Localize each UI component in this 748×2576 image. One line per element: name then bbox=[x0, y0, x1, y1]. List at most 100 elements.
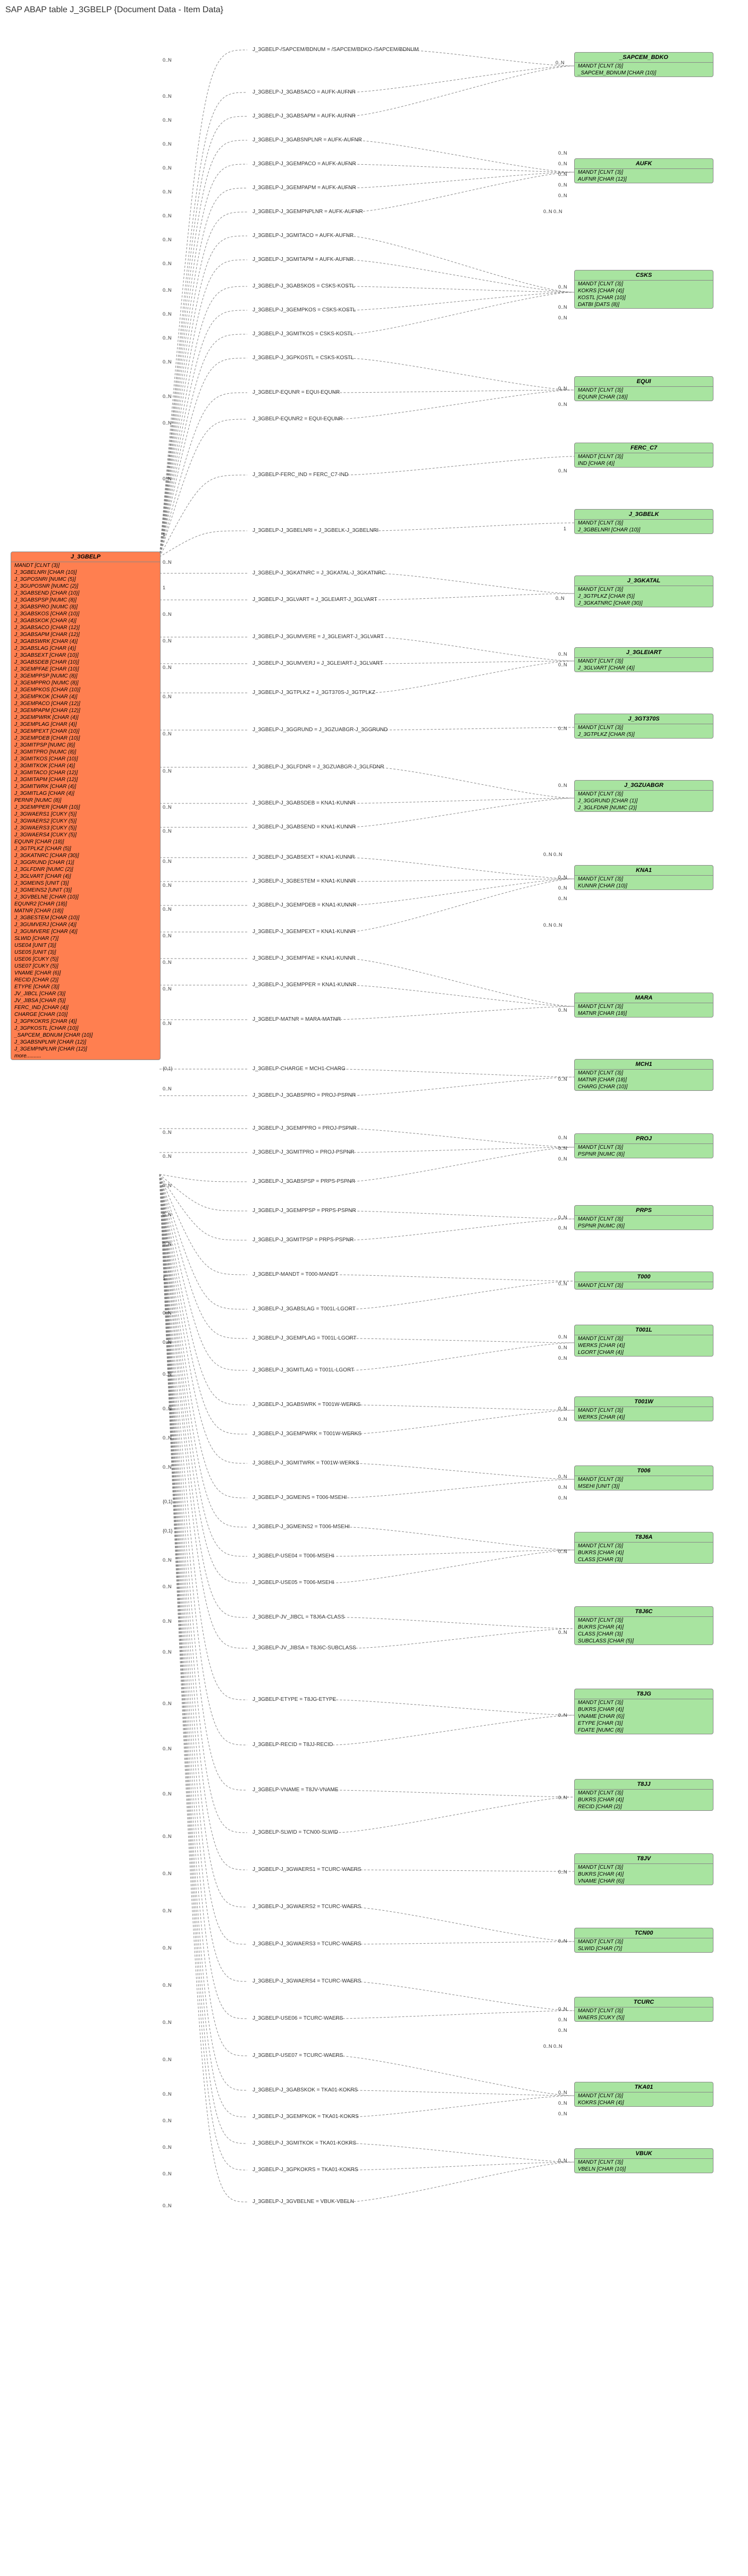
cardinality-right: 0..N bbox=[558, 1135, 567, 1140]
entity-field: JV_JIBSA [CHAR (5)] bbox=[11, 997, 160, 1004]
entity-tcn00: TCN00MANDT [CLNT (3)]SLWID [CHAR (7)] bbox=[574, 1928, 713, 1953]
entity-equi: EQUIMANDT [CLNT (3)]EQUNR [CHAR (18)] bbox=[574, 376, 713, 401]
cardinality-left: {0,1} bbox=[163, 1499, 173, 1504]
cardinality-left: 0..N bbox=[163, 311, 172, 317]
entity-field: J_3GEMPLAG [CHAR (4)] bbox=[11, 721, 160, 728]
cardinality-left: 0..N bbox=[163, 1241, 172, 1247]
cardinality-right: 0..N 0..N bbox=[543, 209, 562, 214]
edge-label: J_3GBELP-USE06 = TCURC-WAERS bbox=[253, 2015, 343, 2021]
entity-field: J_3GMITAPM [CHAR (12)] bbox=[11, 776, 160, 783]
entity-field: J_3GTPLKZ [CHAR (5)] bbox=[575, 593, 713, 600]
entity-field: VNAME [CHAR (6)] bbox=[575, 1878, 713, 1885]
entity-field: J_3GABSKOK [CHAR (4)] bbox=[11, 617, 160, 624]
entity-header: VBUK bbox=[575, 2149, 713, 2159]
entity-header: T001W bbox=[575, 1397, 713, 1407]
cardinality-right: 0..N 0..N bbox=[543, 922, 562, 928]
entity-field: IND [CHAR (4)] bbox=[575, 460, 713, 467]
cardinality-left: 0..N bbox=[163, 1557, 172, 1563]
entity-field: VNAME [CHAR (6)] bbox=[575, 1713, 713, 1720]
entity-field: MATNR [CHAR (18)] bbox=[11, 908, 160, 914]
edge-label: J_3GBELP-J_3GVBELNE = VBUK-VBELN bbox=[253, 2199, 354, 2205]
entity-field: EQUNR [CHAR (18)] bbox=[575, 394, 713, 401]
cardinality-right: 0..N bbox=[558, 1495, 567, 1501]
entity-header: FERC_C7 bbox=[575, 443, 713, 453]
edge-label: J_3GBELP-J_3GEMPDEB = KNA1-KUNNR bbox=[253, 902, 356, 908]
cardinality-left: 0..N bbox=[163, 1871, 172, 1876]
entity-field: BUKRS [CHAR (4)] bbox=[575, 1871, 713, 1878]
cardinality-left: 0..N bbox=[163, 1982, 172, 1988]
cardinality-right: 0..N bbox=[556, 60, 565, 65]
entity-field: J_3GABSLAG [CHAR (4)] bbox=[11, 645, 160, 652]
entity-mch1: MCH1MANDT [CLNT (3)]MATNR [CHAR (18)]CHA… bbox=[574, 1059, 713, 1091]
edge-label: J_3GBELP-CHARGE = MCH1-CHARG bbox=[253, 1066, 346, 1072]
entity-header: TKA01 bbox=[575, 2082, 713, 2092]
entity-field: J_3GEMPKOK [CHAR (4)] bbox=[11, 693, 160, 700]
cardinality-left: 0..N bbox=[163, 2171, 172, 2176]
cardinality-right: 0..N bbox=[558, 1406, 567, 1411]
entity-field: J_3GEMPACO [CHAR (12)] bbox=[11, 700, 160, 707]
cardinality-left: 0..N bbox=[163, 960, 172, 965]
page-title: SAP ABAP table J_3GBELP {Document Data -… bbox=[5, 5, 743, 15]
entity-field: MANDT [CLNT (3)] bbox=[575, 586, 713, 593]
edge-label: J_3GBELP-EQUNR = EQUI-EQUNR bbox=[253, 389, 340, 395]
cardinality-left: 0..N bbox=[163, 57, 172, 63]
entity-field: RECID [CHAR (2)] bbox=[11, 977, 160, 984]
entity-field: J_3GKATNRC [CHAR (30)] bbox=[11, 852, 160, 859]
entity-field: more.......... bbox=[11, 1053, 160, 1060]
entity-field: J_3GUPOSNR [NUMC (2)] bbox=[11, 583, 160, 590]
entity-field: CLASS [CHAR (3)] bbox=[575, 1556, 713, 1563]
cardinality-left: 0..N bbox=[163, 394, 172, 399]
edge-label: J_3GBELP-J_3GMITACO = AUFK-AUFNR bbox=[253, 233, 354, 239]
entity-header: T8JV bbox=[575, 1854, 713, 1864]
entity-t8j6c: T8J6CMANDT [CLNT (3)]BUKRS [CHAR (4)]CLA… bbox=[574, 1606, 713, 1645]
entity-field: J_3GLVART [CHAR (4)] bbox=[11, 873, 160, 880]
entity-field: MANDT [CLNT (3)] bbox=[575, 387, 713, 394]
entity-csks: CSKSMANDT [CLNT (3)]KOKRS [CHAR (4)]KOST… bbox=[574, 270, 713, 309]
entity-field: CHARG [CHAR (10)] bbox=[575, 1083, 713, 1090]
entity-field: EQUNR2 [CHAR (18)] bbox=[11, 901, 160, 908]
cardinality-left: 0..N bbox=[163, 1908, 172, 1913]
entity-field: USE06 [CUKY (5)] bbox=[11, 956, 160, 963]
edge-label: J_3GBELP-J_3GBESTEM = KNA1-KUNNR bbox=[253, 878, 356, 884]
entity-field: MANDT [CLNT (3)] bbox=[575, 453, 713, 460]
cardinality-left: 0..N bbox=[163, 189, 172, 194]
entity-field: LGORT [CHAR (4)] bbox=[575, 1349, 713, 1356]
edge-label: J_3GBELP-J_3GABSWRK = T001W-WERKS bbox=[253, 1402, 360, 1408]
cardinality-left: 0..N bbox=[163, 1212, 172, 1217]
entity-field: _SAPCEM_BDNUM [CHAR (10)] bbox=[575, 70, 713, 77]
edge-label: J_3GBELP-J_3GEMPEXT = KNA1-KUNNR bbox=[253, 929, 356, 935]
cardinality-right: 0..N bbox=[558, 1938, 567, 1944]
cardinality-right: 0..N bbox=[558, 284, 567, 290]
entity-t8jg: T8JGMANDT [CLNT (3)]BUKRS [CHAR (4)]VNAM… bbox=[574, 1689, 713, 1734]
edge-label: J_3GBELP-JV_JIBCL = T8J6A-CLASS bbox=[253, 1614, 344, 1620]
entity-field: J_3GPKOSTL [CHAR (10)] bbox=[11, 1025, 160, 1032]
cardinality-left: 0..N bbox=[163, 560, 172, 565]
cardinality-left: 0..N bbox=[163, 665, 172, 670]
cardinality-left: 0..N bbox=[163, 420, 172, 426]
entity-t8jv: T8JVMANDT [CLNT (3)]BUKRS [CHAR (4)]VNAM… bbox=[574, 1853, 713, 1885]
entity-field: J_3GMITWRK [CHAR (4)] bbox=[11, 783, 160, 790]
cardinality-left: 0..N bbox=[163, 694, 172, 699]
cardinality-left: 0..N bbox=[163, 94, 172, 99]
cardinality-left: 0..N bbox=[163, 1371, 172, 1377]
edge-label: J_3GBELP-J_3GWAERS4 = TCURC-WAERS bbox=[253, 1978, 361, 1984]
entity-field: BUKRS [CHAR (4)] bbox=[575, 1797, 713, 1803]
entity-_sapcem_bdko: _SAPCEM_BDKOMANDT [CLNT (3)]_SAPCEM_BDNU… bbox=[574, 52, 713, 77]
entity-t8j6a: T8J6AMANDT [CLNT (3)]BUKRS [CHAR (4)]CLA… bbox=[574, 1532, 713, 1564]
edge-label: J_3GBELP-J_3GABSDEB = KNA1-KUNNR bbox=[253, 800, 356, 806]
cardinality-left: 0..N bbox=[163, 335, 172, 341]
entity-field: J_3GMEINS [UNIT (3)] bbox=[11, 880, 160, 887]
entity-field: J_3GEMPPRO [NUMC (8)] bbox=[11, 680, 160, 687]
edge-label: J_3GBELP-J_3GABSNPLNR = AUFK-AUFNR bbox=[253, 137, 362, 143]
cardinality-left: 0..N bbox=[163, 1945, 172, 1951]
entity-t001w: T001WMANDT [CLNT (3)]WERKS [CHAR (4)] bbox=[574, 1396, 713, 1421]
cardinality-left: 0..N bbox=[163, 359, 172, 365]
entity-tcurc: TCURCMANDT [CLNT (3)]WAERS [CUKY (5)] bbox=[574, 1997, 713, 2022]
entity-header: J_3GT370S bbox=[575, 714, 713, 724]
edge-label: J_3GBELP-J_3GABSLAG = T001L-LGORT bbox=[253, 1306, 356, 1312]
entity-header: J_3GZUABGR bbox=[575, 781, 713, 791]
cardinality-right: 0..N 0..N bbox=[543, 2044, 562, 2049]
entity-ferc_c7: FERC_C7MANDT [CLNT (3)]IND [CHAR (4)] bbox=[574, 443, 713, 468]
entity-field: J_3GVBELNE [CHAR (10)] bbox=[11, 894, 160, 901]
edge-label: J_3GBELP-RECID = T8JJ-RECID bbox=[253, 1742, 333, 1748]
